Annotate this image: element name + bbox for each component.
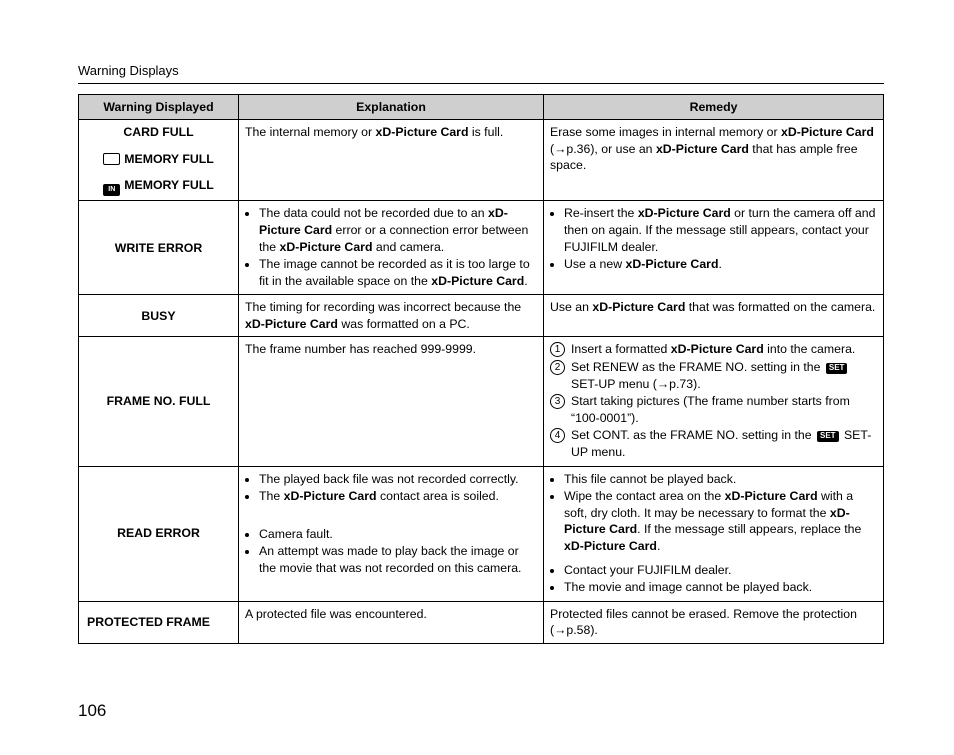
explanation-cell: The internal memory or xD-Picture Card i… [239,120,544,201]
step-4-icon: 4 [550,428,565,443]
section-title: Warning Displays [78,62,884,84]
header-warning: Warning Displayed [79,94,239,120]
warn-label: CARD FULL [85,124,232,141]
explanation-cell: A protected file was encountered. [239,601,544,643]
remedy-cell: Re-insert the xD-Picture Card or turn th… [544,201,884,295]
explanation-cell: The timing for recording was incorrect b… [239,295,544,337]
set-icon: SET [817,431,839,442]
table-row: WRITE ERROR The data could not be record… [79,201,884,295]
table-row: READ ERROR The played back file was not … [79,466,884,601]
warning-cell: PROTECTED FRAME [79,601,239,643]
set-icon: SET [826,363,848,374]
table-row: PROTECTED FRAME A protected file was enc… [79,601,884,643]
remedy-cell: Protected files cannot be erased. Remove… [544,601,884,643]
remedy-cell: This file cannot be played back. Wipe th… [544,466,884,601]
warning-cell: BUSY [79,295,239,337]
card-icon [103,153,120,165]
step-3-icon: 3 [550,394,565,409]
table-row: FRAME NO. FULL The frame number has reac… [79,337,884,466]
header-explanation: Explanation [239,94,544,120]
explanation-cell: The played back file was not recorded co… [239,466,544,601]
header-row: Warning Displayed Explanation Remedy [79,94,884,120]
internal-icon: IN [103,184,120,196]
explanation-cell: The data could not be recorded due to an… [239,201,544,295]
explanation-cell: The frame number has reached 999-9999. [239,337,544,466]
step-2-icon: 2 [550,360,565,375]
header-remedy: Remedy [544,94,884,120]
remedy-cell: Use an xD-Picture Card that was formatte… [544,295,884,337]
table-row: CARD FULL MEMORY FULL INMEMORY FULL The … [79,120,884,201]
warning-cell: FRAME NO. FULL [79,337,239,466]
table-row: BUSY The timing for recording was incorr… [79,295,884,337]
warning-cell: READ ERROR [79,466,239,601]
warning-table: Warning Displayed Explanation Remedy CAR… [78,94,884,644]
page-number: 106 [78,700,106,723]
remedy-cell: 1Insert a formatted xD-Picture Card into… [544,337,884,466]
warn-label: MEMORY FULL [85,151,232,168]
step-1-icon: 1 [550,342,565,357]
remedy-cell: Erase some images in internal memory or … [544,120,884,201]
warning-cell: CARD FULL MEMORY FULL INMEMORY FULL [79,120,239,201]
warn-label: INMEMORY FULL [85,177,232,196]
warning-cell: WRITE ERROR [79,201,239,295]
